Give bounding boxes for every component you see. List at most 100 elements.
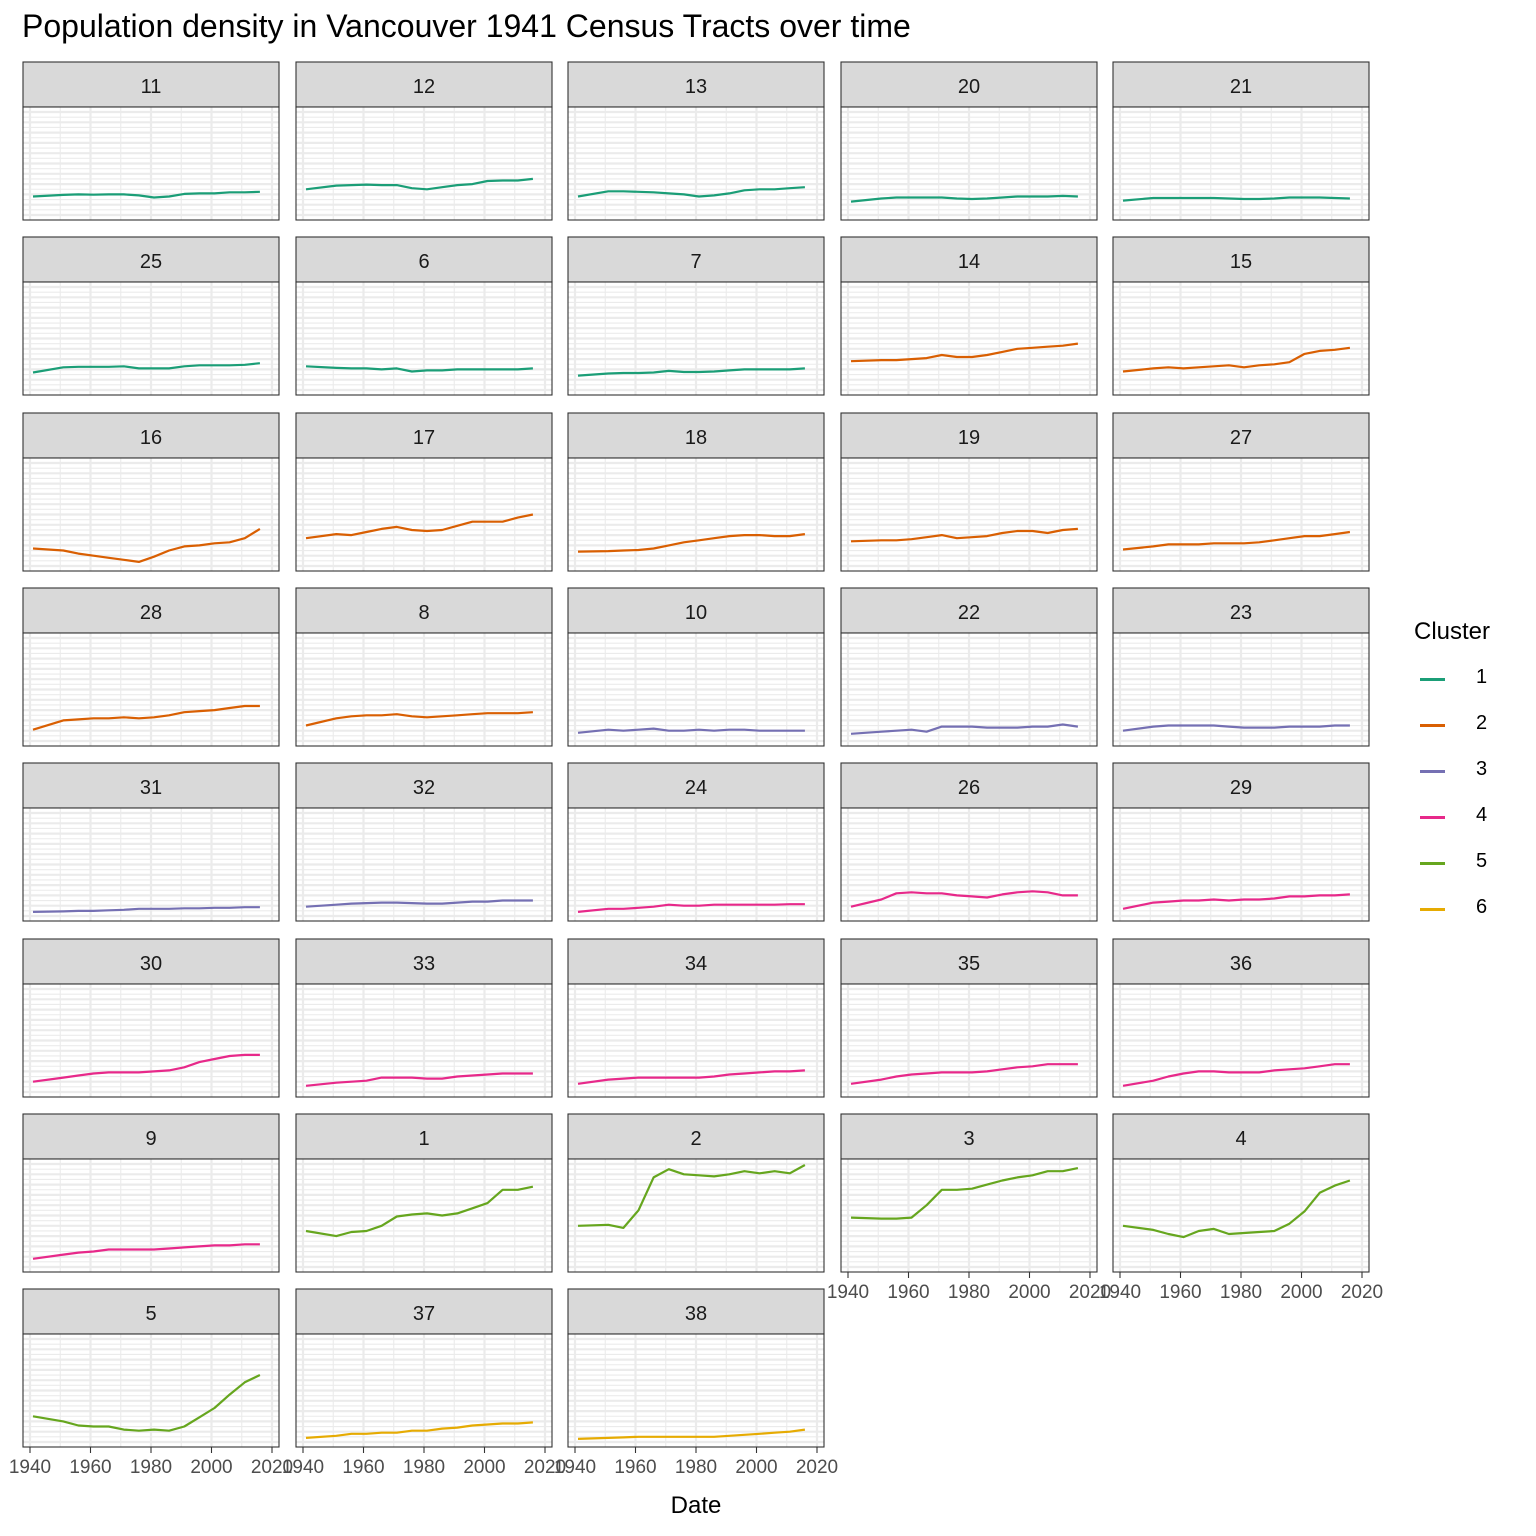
strip-label: 24	[685, 777, 707, 799]
panel-37: 37 1940 1960 1980 2000 2020	[282, 1288, 566, 1478]
legend-item-4: 4	[1402, 794, 1522, 840]
x-tick-label: 2020	[1341, 1282, 1383, 1303]
panel-border	[1112, 983, 1370, 1098]
panel-14: 14	[840, 236, 1098, 396]
panel-border	[567, 281, 825, 396]
strip-background	[567, 61, 825, 108]
strip-label: 13	[685, 76, 707, 98]
strip-background	[295, 587, 553, 634]
series-line-29	[1122, 893, 1350, 910]
x-tick-label: 2000	[1280, 1282, 1322, 1303]
legend-label: 5	[1476, 850, 1488, 872]
panel-34: 34	[567, 938, 825, 1098]
legend-item-1: 1	[1402, 656, 1522, 702]
strip-label: 27	[1230, 427, 1252, 449]
x-axis-title: Date	[671, 1492, 722, 1519]
strip-label: 32	[413, 777, 435, 799]
panel-22: 22	[840, 587, 1098, 747]
strip-label: 31	[140, 777, 162, 799]
series-line-25	[32, 362, 261, 374]
panel-15: 15	[1112, 236, 1370, 396]
x-tick-label: 1960	[614, 1457, 656, 1478]
strip-label: 7	[690, 251, 701, 273]
x-tick-label: 1940	[282, 1457, 324, 1478]
x-tick-label: 2000	[1008, 1282, 1050, 1303]
x-tick-label: 1980	[130, 1457, 172, 1478]
panel-border	[22, 983, 280, 1098]
strip-label: 35	[958, 953, 980, 975]
x-tick-label: 2020	[251, 1457, 293, 1478]
series-line-23	[1122, 724, 1350, 732]
series-line-13	[577, 186, 805, 198]
strip-background	[840, 412, 1098, 459]
strip-label: 16	[140, 427, 162, 449]
strip-label: 12	[413, 76, 435, 98]
legend-swatch	[1420, 724, 1445, 727]
x-tick-label: 1960	[69, 1457, 111, 1478]
legend-swatch	[1420, 816, 1445, 819]
panel-11: 11	[22, 61, 280, 221]
strip-background	[567, 587, 825, 634]
legend: Cluster 1 2 3 4 5 6	[1402, 618, 1522, 932]
series-line-31	[32, 906, 260, 913]
legend-swatch	[1420, 678, 1445, 681]
series-line-15	[1122, 346, 1351, 373]
strip-label: 11	[141, 76, 162, 98]
strip-background	[295, 236, 553, 283]
series-line-34	[577, 1069, 805, 1085]
x-tick-label: 1960	[1159, 1282, 1201, 1303]
panel-border	[295, 281, 553, 396]
panel-border	[295, 632, 553, 747]
series-line-8	[305, 711, 533, 727]
strip-label: 22	[958, 602, 980, 624]
x-tick-label: 2000	[735, 1457, 777, 1478]
legend-label: 6	[1476, 896, 1488, 918]
series-line-24	[577, 903, 805, 913]
panel-border	[1112, 106, 1370, 221]
series-line-7	[577, 367, 805, 377]
panel-border	[295, 807, 553, 922]
panel-2: 2	[567, 1113, 825, 1273]
strip-background	[1112, 412, 1370, 459]
strip-label: 38	[685, 1303, 707, 1325]
strip-background	[840, 762, 1098, 809]
strip-background	[567, 938, 825, 985]
panel-31: 31	[22, 762, 280, 922]
strip-label: 36	[1230, 953, 1252, 975]
panel-border	[22, 632, 280, 747]
series-line-17	[305, 513, 534, 540]
panel-36: 36	[1112, 938, 1370, 1098]
series-line-14	[850, 342, 1079, 363]
strip-background	[295, 938, 553, 985]
panel-9: 9	[22, 1113, 280, 1273]
series-line-6	[305, 365, 533, 373]
strip-background	[567, 412, 825, 459]
strip-background	[840, 587, 1098, 634]
panel-border	[567, 983, 825, 1098]
strip-background	[22, 1288, 280, 1335]
series-line-12	[305, 177, 534, 191]
strip-label: 9	[145, 1128, 156, 1150]
panel-19: 19	[840, 412, 1098, 572]
strip-label: 19	[958, 427, 980, 449]
panel-border	[1112, 632, 1370, 747]
panel-border	[567, 1158, 825, 1273]
panel-24: 24	[567, 762, 825, 922]
strip-label: 1	[418, 1128, 429, 1150]
panel-border	[840, 983, 1098, 1098]
legend-label: 4	[1476, 804, 1488, 826]
x-tick-label: 1960	[342, 1457, 384, 1478]
strip-label: 8	[418, 602, 429, 624]
legend-item-6: 6	[1402, 886, 1522, 932]
strip-background	[22, 762, 280, 809]
chart-title: Population density in Vancouver 1941 Cen…	[22, 8, 911, 44]
x-tick-label: 1940	[554, 1457, 596, 1478]
panel-21: 21	[1112, 61, 1370, 221]
strip-background	[22, 236, 280, 283]
panel-border	[567, 632, 825, 747]
panel-border	[1112, 807, 1370, 922]
series-line-11	[32, 190, 260, 199]
strip-label: 10	[685, 602, 707, 624]
series-line-30	[32, 1053, 260, 1083]
strip-background	[840, 236, 1098, 283]
